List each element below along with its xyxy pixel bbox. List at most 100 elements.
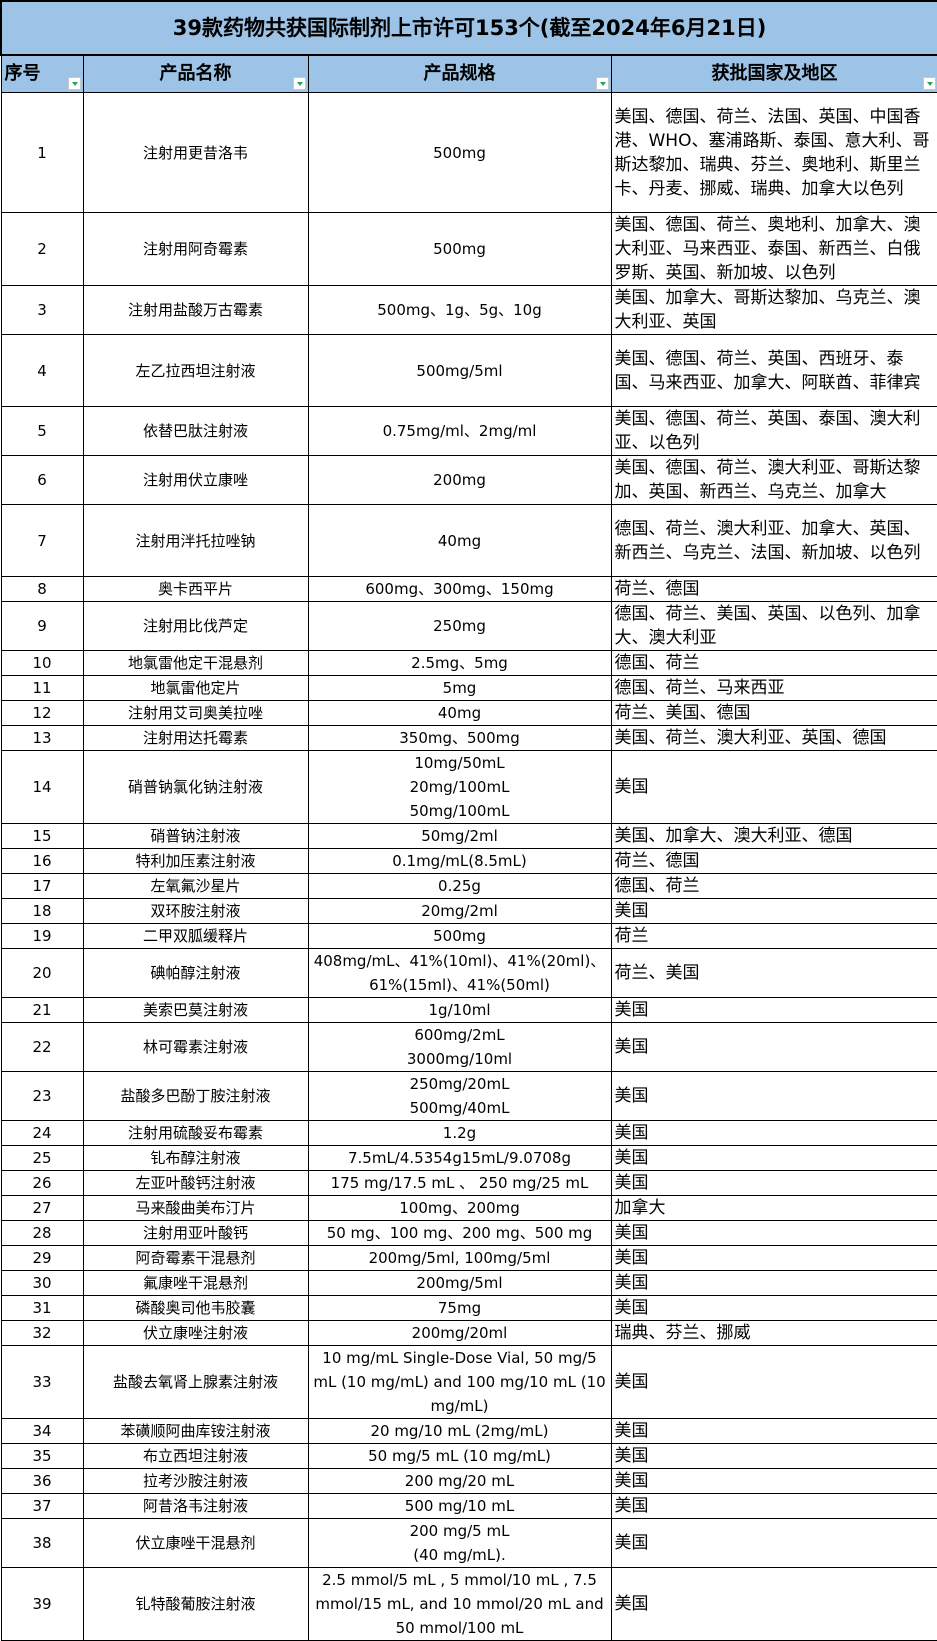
cell-product-spec[interactable]: 50 mg/5 mL (10 mg/mL) [307,1443,612,1469]
cell-countries[interactable]: 美国 [610,1493,937,1519]
cell-no[interactable]: 20 [0,948,84,998]
cell-product-spec[interactable]: 2.5 mmol/5 mL , 5 mmol/10 mL , 7.5 mmol/… [307,1567,612,1641]
cell-product-name[interactable]: 左亚叶酸钙注射液 [82,1170,309,1196]
cell-no[interactable]: 33 [0,1345,84,1419]
cell-countries[interactable]: 美国、德国、荷兰、奥地利、加拿大、澳大利亚、马来西亚、泰国、新西兰、白俄罗斯、英… [610,212,937,286]
cell-countries[interactable]: 美国 [610,1220,937,1246]
cell-countries[interactable]: 德国、荷兰 [610,873,937,899]
cell-product-spec[interactable]: 408mg/mL、41%(10ml)、41%(20ml)、 61%(15ml)、… [307,948,612,998]
cell-product-spec[interactable]: 250mg [307,601,612,651]
cell-product-spec[interactable]: 200mg/20ml [307,1320,612,1346]
cell-product-spec[interactable]: 40mg [307,700,612,726]
cell-product-name[interactable]: 注射用艾司奥美拉唑 [82,700,309,726]
cell-product-spec[interactable]: 200 mg/20 mL [307,1468,612,1494]
cell-no[interactable]: 12 [0,700,84,726]
cell-countries[interactable]: 瑞典、芬兰、挪威 [610,1320,937,1346]
cell-product-spec[interactable]: 500mg [307,212,612,286]
cell-product-name[interactable]: 硝普钠注射液 [82,823,309,849]
cell-product-name[interactable]: 注射用达托霉素 [82,725,309,751]
cell-product-name[interactable]: 马来酸曲美布汀片 [82,1195,309,1221]
cell-product-spec[interactable]: 1g/10ml [307,997,612,1023]
cell-product-spec[interactable]: 2.5mg、5mg [307,650,612,676]
filter-dropdown-button[interactable] [292,77,306,90]
cell-product-spec[interactable]: 50 mg、100 mg、200 mg、500 mg [307,1220,612,1246]
cell-countries[interactable]: 美国 [610,1443,937,1469]
cell-product-spec[interactable]: 500mg [307,923,612,949]
cell-product-spec[interactable]: 500mg、1g、5g、10g [307,285,612,335]
filter-dropdown-button[interactable] [67,77,81,90]
cell-product-name[interactable]: 阿奇霉素干混悬剂 [82,1245,309,1271]
cell-product-spec[interactable]: 7.5mL/4.5354g15mL/9.0708g [307,1145,612,1171]
cell-product-spec[interactable]: 250mg/20mL 500mg/40mL [307,1071,612,1121]
cell-product-spec[interactable]: 600mg、300mg、150mg [307,576,612,602]
cell-product-spec[interactable]: 75mg [307,1295,612,1321]
cell-product-spec[interactable]: 50mg/2ml [307,823,612,849]
cell-countries[interactable]: 荷兰、美国 [610,948,937,998]
cell-product-name[interactable]: 双环胺注射液 [82,898,309,924]
cell-product-spec[interactable]: 500 mg/10 mL [307,1493,612,1519]
cell-no[interactable]: 35 [0,1443,84,1469]
cell-countries[interactable]: 荷兰、美国、德国 [610,700,937,726]
cell-no[interactable]: 3 [0,285,84,335]
cell-countries[interactable]: 美国、德国、荷兰、英国、泰国、澳大利亚、以色列 [610,406,937,456]
cell-product-spec[interactable]: 10mg/50mL 20mg/100mL 50mg/100mL [307,750,612,824]
cell-no[interactable]: 36 [0,1468,84,1494]
cell-no[interactable]: 2 [0,212,84,286]
cell-no[interactable]: 13 [0,725,84,751]
cell-no[interactable]: 9 [0,601,84,651]
cell-countries[interactable]: 美国 [610,1245,937,1271]
cell-countries[interactable]: 德国、荷兰、马来西亚 [610,675,937,701]
cell-product-name[interactable]: 硝普钠氯化钠注射液 [82,750,309,824]
cell-no[interactable]: 37 [0,1493,84,1519]
cell-no[interactable]: 5 [0,406,84,456]
cell-no[interactable]: 4 [0,334,84,407]
cell-countries[interactable]: 美国 [610,1567,937,1641]
cell-product-name[interactable]: 氟康唑干混悬剂 [82,1270,309,1296]
cell-no[interactable]: 22 [0,1022,84,1072]
cell-product-name[interactable]: 盐酸多巴酚丁胺注射液 [82,1071,309,1121]
cell-countries[interactable]: 美国 [610,997,937,1023]
cell-countries[interactable]: 美国、德国、荷兰、澳大利亚、哥斯达黎加、英国、新西兰、乌克兰、加拿大 [610,455,937,505]
cell-product-spec[interactable]: 40mg [307,504,612,577]
cell-no[interactable]: 16 [0,848,84,874]
cell-no[interactable]: 30 [0,1270,84,1296]
cell-product-name[interactable]: 碘帕醇注射液 [82,948,309,998]
cell-countries[interactable]: 荷兰 [610,923,937,949]
cell-countries[interactable]: 美国 [610,1270,937,1296]
cell-product-spec[interactable]: 175 mg/17.5 mL 、 250 mg/25 mL [307,1170,612,1196]
cell-product-spec[interactable]: 20 mg/10 mL (2mg/mL) [307,1418,612,1444]
cell-countries[interactable]: 美国 [610,750,937,824]
cell-product-spec[interactable]: 500mg [307,92,612,213]
cell-no[interactable]: 25 [0,1145,84,1171]
cell-no[interactable]: 34 [0,1418,84,1444]
cell-product-spec[interactable]: 20mg/2ml [307,898,612,924]
cell-product-name[interactable]: 钆特酸葡胺注射液 [82,1567,309,1641]
cell-countries[interactable]: 美国 [610,1071,937,1121]
cell-product-spec[interactable]: 5mg [307,675,612,701]
cell-countries[interactable]: 美国 [610,1518,937,1568]
cell-product-name[interactable]: 阿昔洛韦注射液 [82,1493,309,1519]
filter-dropdown-button[interactable] [595,77,609,90]
cell-countries[interactable]: 美国、德国、荷兰、法国、英国、中国香港、WHO、塞浦路斯、泰国、意大利、哥斯达黎… [610,92,937,213]
cell-no[interactable]: 23 [0,1071,84,1121]
cell-product-name[interactable]: 苯磺顺阿曲库铵注射液 [82,1418,309,1444]
cell-countries[interactable]: 美国 [610,1418,937,1444]
cell-countries[interactable]: 美国 [610,1145,937,1171]
cell-countries[interactable]: 美国 [610,898,937,924]
cell-product-name[interactable]: 伏立康唑注射液 [82,1320,309,1346]
cell-product-name[interactable]: 地氯雷他定干混悬剂 [82,650,309,676]
cell-product-spec[interactable]: 200 mg/5 mL (40 mg/mL). [307,1518,612,1568]
cell-no[interactable]: 8 [0,576,84,602]
cell-countries[interactable]: 美国 [610,1345,937,1419]
cell-no[interactable]: 11 [0,675,84,701]
cell-product-name[interactable]: 左氧氟沙星片 [82,873,309,899]
cell-no[interactable]: 7 [0,504,84,577]
cell-no[interactable]: 17 [0,873,84,899]
cell-product-name[interactable]: 美索巴莫注射液 [82,997,309,1023]
cell-product-name[interactable]: 左乙拉西坦注射液 [82,334,309,407]
cell-product-name[interactable]: 依替巴肽注射液 [82,406,309,456]
cell-countries[interactable]: 荷兰、德国 [610,848,937,874]
cell-countries[interactable]: 德国、荷兰、美国、英国、以色列、加拿大、澳大利亚 [610,601,937,651]
cell-countries[interactable]: 美国、荷兰、澳大利亚、英国、德国 [610,725,937,751]
cell-no[interactable]: 29 [0,1245,84,1271]
